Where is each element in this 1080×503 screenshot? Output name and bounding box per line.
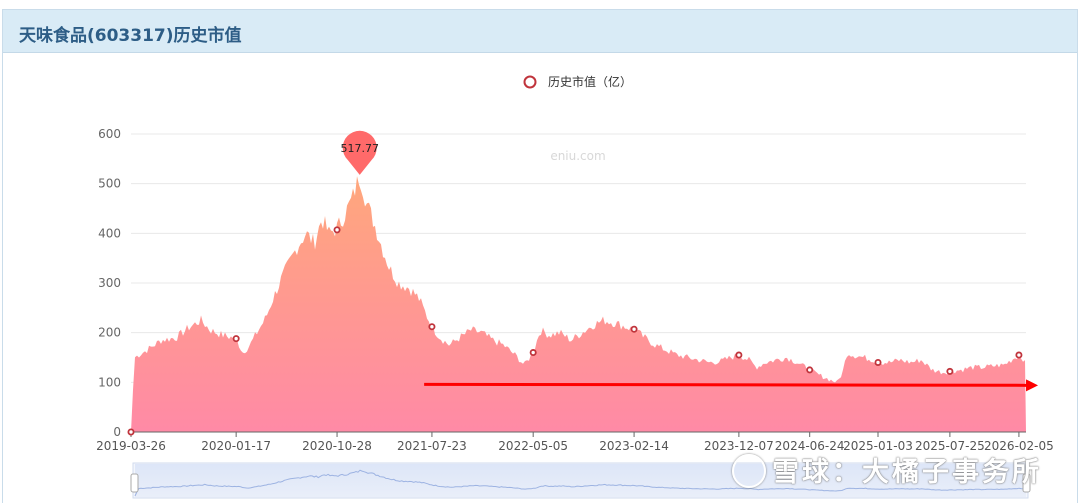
data-zoom-slider[interactable] [130,462,1031,499]
y-tick-label: 300 [98,276,121,290]
data-point-marker[interactable] [127,428,135,436]
xueqiu-logo-icon [732,453,766,488]
x-tick-label: 2024-06-24 [775,439,845,453]
site-watermark: eniu.com [550,149,605,163]
y-tick-label: 600 [98,127,121,141]
data-markers [127,226,1023,436]
data-point-marker[interactable] [735,351,743,359]
peak-value-label: 517.77 [340,142,379,155]
zoom-right-handle[interactable] [1022,473,1031,493]
x-tick-label: 2025-01-03 [843,439,913,453]
y-tick-label: 500 [98,177,121,191]
trend-arrow-head [1026,379,1039,392]
data-point-marker[interactable] [946,367,954,375]
y-tick-label: 400 [98,226,121,240]
x-tick-label: 2020-01-17 [201,439,271,453]
chart-panel: 天味食品(603317)历史市值 [2,9,1078,503]
x-tick-label: 2023-02-14 [599,439,669,453]
legend[interactable]: 历史市值（亿） [523,74,633,89]
xueqiu-watermark: 雪球：大橘子事务所 [732,450,1042,491]
data-point-marker[interactable] [874,358,882,366]
x-tick-label: 2022-05-05 [498,439,568,453]
x-tick-label: 2023-12-07 [704,439,774,453]
trend-arrow-group [424,379,1039,392]
panel-title: 天味食品(603317)历史市值 [19,26,242,46]
legend-marker-icon[interactable] [523,75,537,89]
zoom-preview-line [134,469,1026,497]
zoom-left-handle[interactable] [130,473,139,493]
trend-arrow [424,382,1029,387]
xueqiu-watermark-text: 雪球：大橘子事务所 [772,457,1042,488]
peak-pin [342,130,377,175]
data-point-marker[interactable] [806,366,814,374]
legend-label[interactable]: 历史市值（亿） [548,74,632,89]
x-tick-label: 2025-07-25 [915,439,985,453]
y-tick-label: 100 [98,375,121,389]
data-point-marker[interactable] [529,349,537,357]
data-point-marker[interactable] [630,325,638,333]
y-tick-label: 200 [98,326,121,340]
x-tick-label: 2021-07-23 [397,439,467,453]
x-tick-label: 2026-02-05 [984,439,1054,453]
data-point-marker[interactable] [232,335,240,343]
data-point-marker[interactable] [1015,351,1023,359]
x-axis: 2019-03-26 2020-01-17 2020-10-28 2021-07-23… [96,431,1054,453]
y-tick-label: 0 [113,425,121,439]
market-cap-area [131,176,1026,432]
panel-header: 天味食品(603317)历史市值 [3,10,1077,53]
x-tick-label: 2020-10-28 [302,439,372,453]
x-tick-label: 2019-03-26 [96,439,166,453]
data-point-marker[interactable] [333,226,341,234]
area-series [131,176,1026,432]
y-axis: 0 100 200 300 400 500 600 [98,127,121,439]
peak-pin-group: 517.77 [340,130,379,175]
data-point-marker[interactable] [428,323,436,331]
